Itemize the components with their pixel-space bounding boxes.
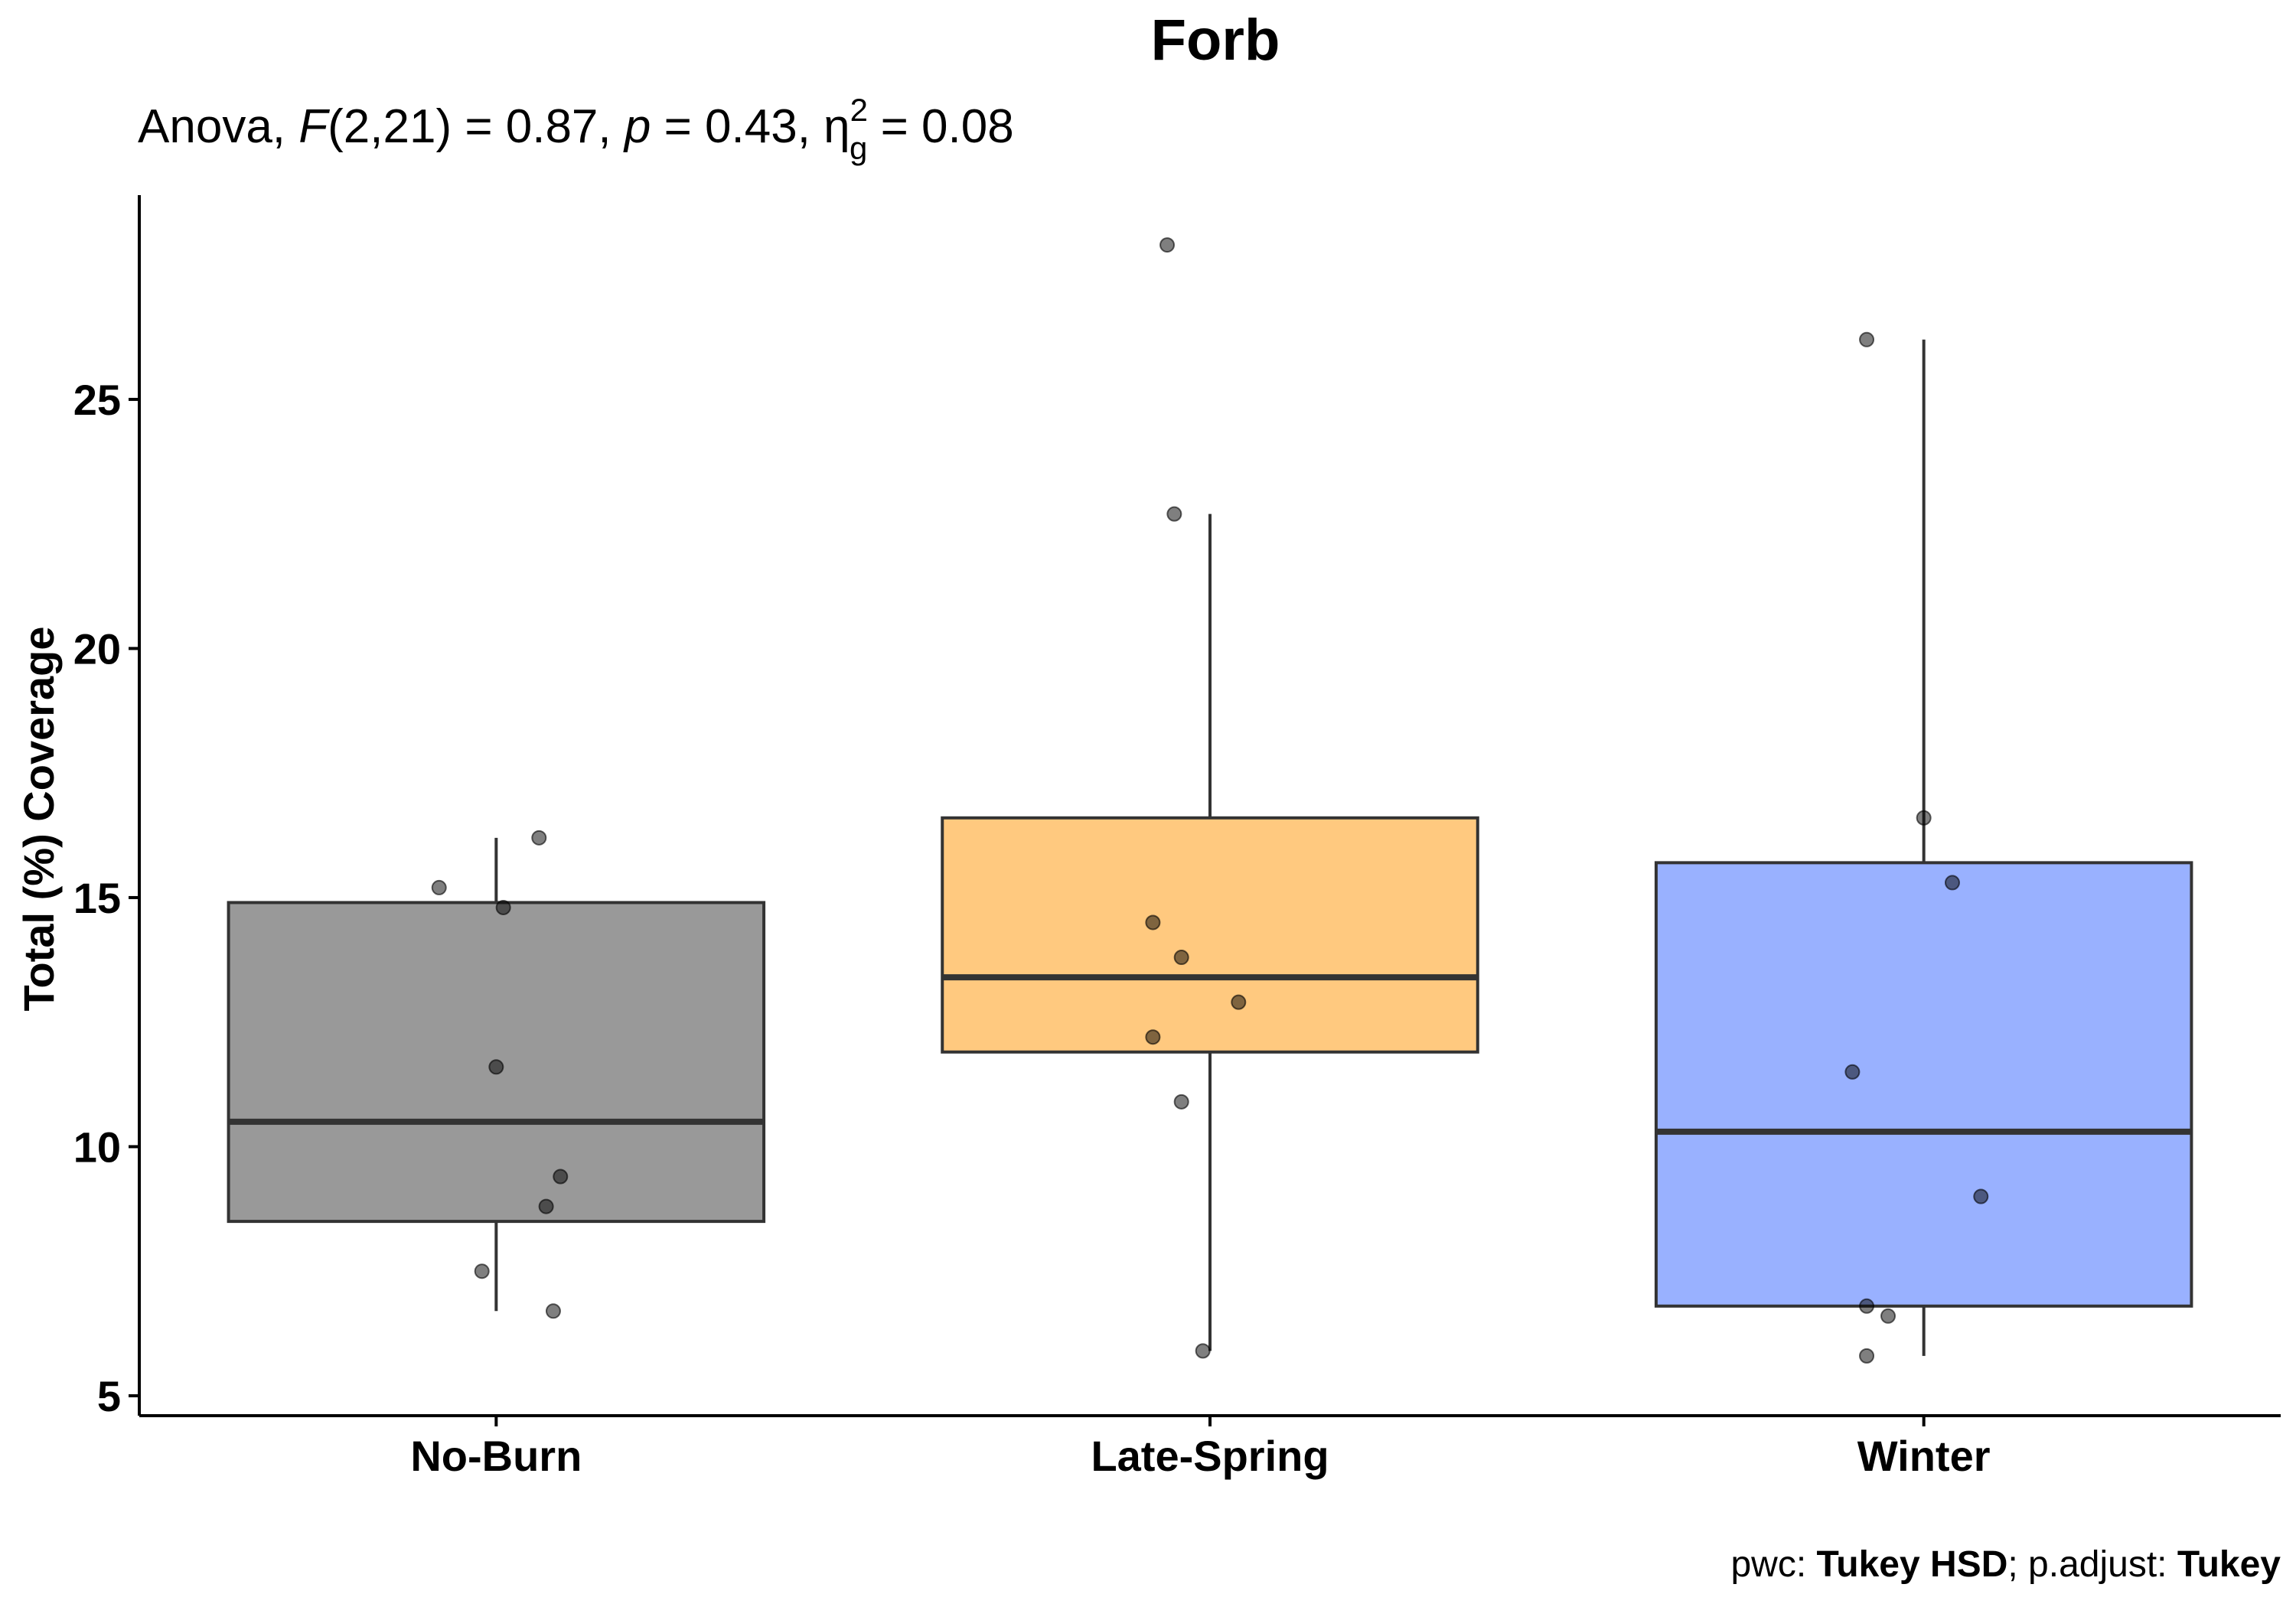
data-point-winter (1860, 1299, 1874, 1313)
chart-title: Forb (1151, 8, 1280, 73)
data-point-late-spring (1146, 915, 1159, 929)
data-point-winter (1881, 1309, 1895, 1323)
data-point-winter (1860, 1349, 1874, 1363)
data-point-winter (1917, 811, 1931, 825)
chart-subtitle: Anova, F(2,21) = 0.87, p = 0.43, η2 g = 0… (138, 92, 1014, 166)
caption: pwc: Tukey HSD; p.adjust: Tukey (1730, 1544, 2281, 1585)
data-point-late-spring (1196, 1344, 1210, 1358)
data-point-winter (1974, 1190, 1988, 1204)
data-point-late-spring (1231, 996, 1245, 1009)
data-point-late-spring (1167, 507, 1181, 521)
data-point-winter (1860, 333, 1874, 347)
y-axis-label: Total (%) Coverage (15, 626, 63, 1011)
y-tick-label: 5 (97, 1372, 121, 1420)
x-tick-label-no-burn: No-Burn (410, 1432, 582, 1480)
data-point-winter (1845, 1065, 1859, 1079)
plot-area: 5 10 15 20 25 No-Burn Late-Spring Winter (73, 195, 2281, 1480)
box-late-spring (942, 818, 1478, 1052)
data-point-winter (1945, 875, 1959, 889)
box-winter (1656, 862, 2192, 1305)
data-point-no-burn (532, 831, 546, 845)
data-point-no-burn (553, 1170, 567, 1184)
x-tick-label-winter: Winter (1857, 1432, 1991, 1480)
data-point-late-spring (1175, 1095, 1189, 1109)
data-point-no-burn (432, 881, 446, 895)
data-point-late-spring (1175, 950, 1189, 964)
data-point-no-burn (546, 1304, 560, 1318)
data-point-no-burn (475, 1264, 489, 1278)
y-tick-label: 10 (73, 1123, 121, 1171)
y-tick-label: 15 (73, 874, 121, 922)
data-point-no-burn (489, 1060, 503, 1074)
data-point-late-spring (1160, 238, 1174, 252)
y-tick-label: 20 (73, 624, 121, 673)
data-point-no-burn (540, 1200, 553, 1214)
y-tick-label: 25 (73, 376, 121, 424)
data-point-late-spring (1146, 1030, 1159, 1044)
x-tick-label-late-spring: Late-Spring (1091, 1432, 1329, 1480)
data-point-no-burn (497, 901, 510, 914)
